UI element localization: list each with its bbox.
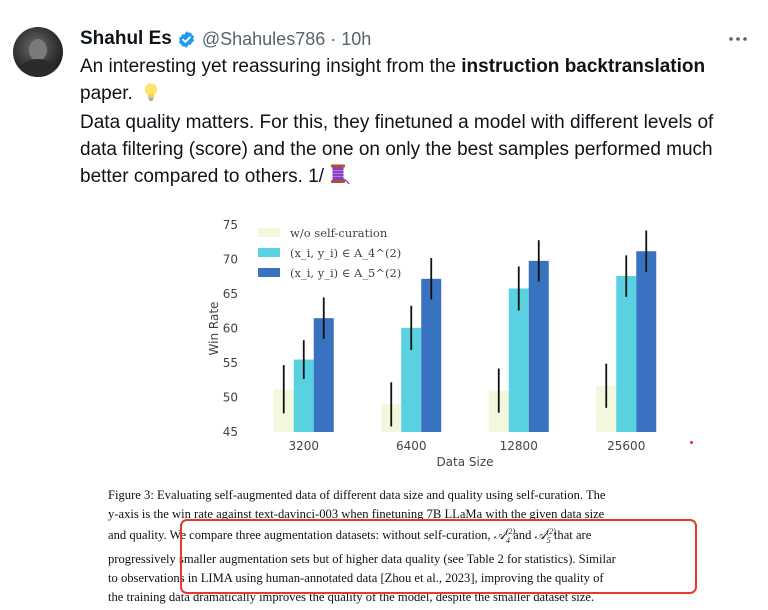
bar [421, 278, 442, 432]
legend-entry: (x_i, y_i) ∈ A_4^(2) [290, 246, 401, 260]
verified-badge-icon [177, 30, 196, 49]
bar [313, 318, 334, 432]
tweet-text-prefix: An interesting yet reassuring insight fr… [80, 56, 462, 77]
legend-entry: (x_i, y_i) ∈ A_5^(2) [290, 266, 401, 280]
y-axis-label: Win Rate [207, 302, 221, 356]
tweet-text-suffix: paper. [80, 82, 133, 104]
caption-line-4: progressively smaller augmentation sets … [108, 552, 616, 567]
caption-line-3-b: and [510, 528, 535, 543]
bar [616, 276, 637, 432]
legend-swatch [258, 268, 280, 277]
tweet-paragraph-2: Data quality matters. For this, they fin… [80, 110, 750, 194]
caption-line-3-c: that are [550, 528, 592, 543]
bar [401, 327, 422, 432]
legend-swatch [258, 248, 280, 257]
y-tick-label: 45 [223, 425, 238, 439]
caption-line-5: to observations in LIMA using human-anno… [108, 571, 604, 586]
tweet-paragraph-1: An interesting yet reassuring insight fr… [80, 54, 750, 110]
y-tick-label: 60 [223, 322, 238, 336]
bar [596, 385, 617, 432]
author-name[interactable]: Shahul Es [80, 28, 172, 49]
math-a5: 𝒜(2)5 [534, 527, 556, 545]
more-options-icon[interactable] [726, 28, 750, 50]
tweet-timestamp[interactable]: 10h [341, 28, 372, 49]
y-tick-label: 50 [223, 391, 238, 405]
red-marker-dot [690, 441, 693, 444]
y-tick-label: 65 [223, 287, 238, 301]
tweet-text-bold: instruction backtranslation [461, 56, 706, 77]
caption-line-6: the training data dramatically improves … [108, 589, 595, 604]
x-tick-label: 3200 [288, 439, 319, 453]
y-tick-label: 55 [223, 356, 238, 370]
x-tick-label: 12800 [500, 439, 538, 453]
y-tick-label: 75 [223, 218, 238, 232]
author-avatar[interactable] [13, 27, 63, 77]
legend-swatch [258, 228, 280, 237]
thread-spool-emoji-icon [328, 163, 350, 194]
header-separator: · [330, 28, 337, 49]
bar [528, 260, 549, 432]
avatar-face [29, 39, 47, 61]
bar [636, 251, 657, 432]
lightbulb-emoji-icon [142, 82, 160, 111]
author-handle[interactable]: @Shahules786 [201, 28, 326, 49]
legend-entry: w/o self-curation [290, 226, 388, 240]
win-rate-bar-chart: 45 50 55 60 65 70 75 Win Rate 3200 6400 12800 25600… [207, 218, 657, 469]
x-tick-label: 25600 [607, 439, 645, 453]
y-tick-label: 70 [223, 253, 238, 267]
x-tick-label: 6400 [396, 439, 427, 453]
bar [293, 359, 314, 432]
tweet-text-paragraph-2: Data quality matters. For this, they fin… [80, 112, 714, 187]
caption-line-3-a: and quality. We compare three augmentati… [108, 528, 494, 543]
caption-line-3: and quality. We compare three augmentati… [108, 523, 706, 550]
tweet-body: An interesting yet reassuring insight fr… [80, 54, 750, 194]
caption-line-1: Figure 3: Evaluating self-augmented data… [108, 488, 606, 502]
figure-caption: Figure 3: Evaluating self-augmented data… [108, 486, 706, 606]
paper-figure-image[interactable]: 45 50 55 60 65 70 75 Win Rate 3200 6400 12800 25600… [80, 200, 714, 604]
avatar-shoulder [19, 59, 57, 77]
math-a4: 𝒜(2)4 [493, 527, 516, 545]
bar [508, 288, 529, 432]
tweet-header: Shahul Es @Shahules786 · 10h [80, 28, 371, 50]
x-axis-label: Data Size [436, 455, 493, 469]
caption-line-2: y-axis is the win rate against text-davi… [108, 506, 605, 521]
